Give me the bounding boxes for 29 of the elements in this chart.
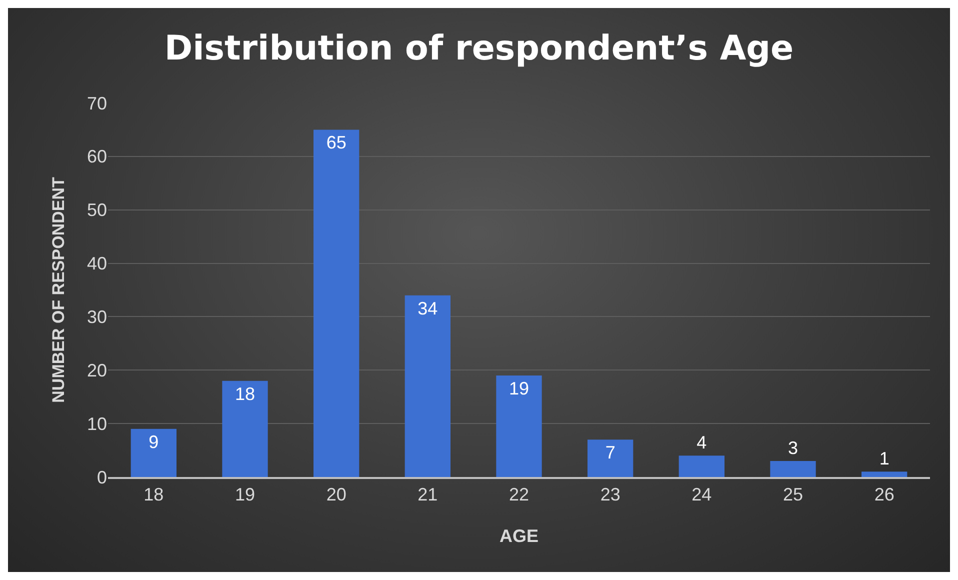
data-label: 9 <box>148 432 159 452</box>
x-tick-label: 26 <box>874 484 894 505</box>
data-label: 4 <box>696 432 707 453</box>
y-axis-title: NUMBER OF RESPONDENT <box>49 176 68 403</box>
chart-title: Distribution of respondent’s Age <box>164 28 794 68</box>
x-tick-label: 18 <box>144 484 164 505</box>
x-tick-label: 24 <box>692 484 712 505</box>
y-tick-label: 0 <box>96 467 107 488</box>
y-tick-label: 50 <box>86 200 107 220</box>
data-label: 3 <box>788 438 798 458</box>
x-tick-label: 20 <box>326 484 346 505</box>
y-tick-label: 40 <box>86 254 107 274</box>
y-tick-label: 70 <box>86 93 107 114</box>
x-tick-label: 23 <box>600 484 620 505</box>
x-tick-label: 19 <box>234 484 256 505</box>
x-tick-label: 21 <box>418 484 438 505</box>
data-label: 7 <box>605 442 616 463</box>
y-tick-label: 10 <box>86 414 107 434</box>
data-label: 34 <box>418 298 438 318</box>
data-label: 1 <box>879 448 890 469</box>
x-tick-label: 25 <box>782 484 804 505</box>
data-label: 65 <box>326 132 346 153</box>
x-axis-title: AGE <box>499 526 539 546</box>
y-tick-label: 20 <box>86 360 107 380</box>
data-label: 18 <box>234 384 256 404</box>
x-tick-label: 22 <box>508 484 530 505</box>
y-tick-label: 30 <box>86 307 107 328</box>
data-label: 19 <box>508 378 530 398</box>
y-tick-label: 60 <box>86 146 107 167</box>
